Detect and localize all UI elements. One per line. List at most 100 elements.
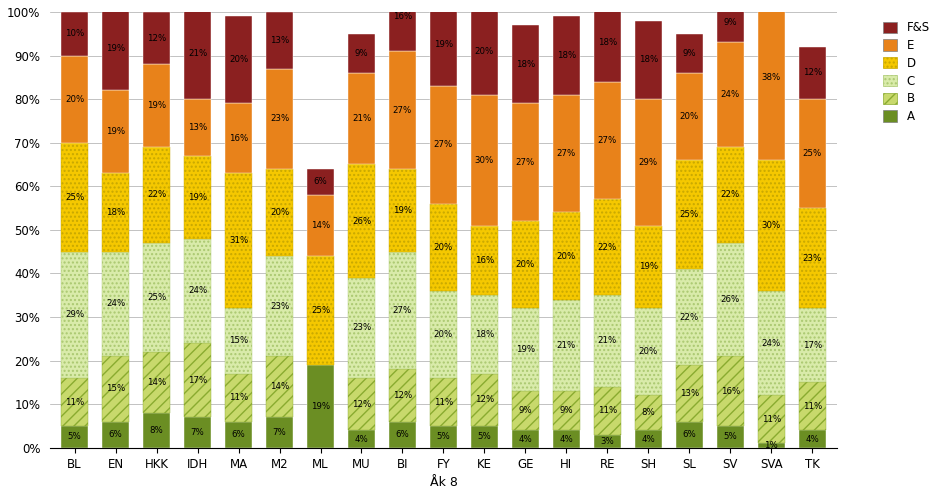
- Text: 27%: 27%: [393, 306, 412, 315]
- Bar: [717, 147, 744, 243]
- Bar: [225, 422, 252, 448]
- X-axis label: Åk 8: Åk 8: [430, 476, 457, 489]
- Text: 12%: 12%: [803, 68, 822, 77]
- Bar: [594, 387, 621, 434]
- Bar: [389, 169, 416, 251]
- Text: 4%: 4%: [805, 434, 819, 443]
- Bar: [553, 212, 580, 300]
- Bar: [61, 378, 87, 426]
- Bar: [430, 3, 456, 86]
- Bar: [635, 99, 662, 226]
- Text: 5%: 5%: [437, 433, 451, 441]
- Text: 11%: 11%: [598, 406, 617, 415]
- Bar: [184, 239, 211, 343]
- Text: 20%: 20%: [270, 208, 289, 217]
- Bar: [471, 7, 497, 95]
- Bar: [103, 356, 129, 422]
- Bar: [348, 378, 375, 431]
- Bar: [103, 173, 129, 251]
- Text: 19%: 19%: [639, 262, 658, 271]
- Bar: [389, 370, 416, 422]
- Bar: [553, 300, 580, 391]
- Text: 4%: 4%: [355, 434, 368, 443]
- Bar: [389, 0, 416, 51]
- Bar: [717, 3, 744, 43]
- Bar: [717, 43, 744, 147]
- Text: 18%: 18%: [106, 208, 126, 217]
- Text: 20%: 20%: [434, 243, 453, 252]
- Text: 18%: 18%: [598, 38, 617, 47]
- Text: 7%: 7%: [273, 428, 286, 437]
- Bar: [184, 156, 211, 239]
- Text: 12%: 12%: [147, 34, 166, 43]
- Bar: [144, 243, 170, 352]
- Text: 20%: 20%: [434, 330, 453, 339]
- Text: 21%: 21%: [556, 341, 576, 350]
- Text: 25%: 25%: [680, 210, 699, 219]
- Bar: [144, 64, 170, 147]
- Bar: [717, 243, 744, 356]
- Text: 20%: 20%: [680, 112, 699, 121]
- Text: 16%: 16%: [721, 386, 740, 396]
- Bar: [184, 7, 211, 99]
- Text: 11%: 11%: [762, 415, 781, 424]
- Text: 22%: 22%: [721, 190, 740, 199]
- Text: 23%: 23%: [270, 302, 289, 310]
- Text: 20%: 20%: [229, 56, 248, 64]
- Bar: [799, 431, 825, 448]
- Bar: [184, 99, 211, 156]
- Bar: [799, 309, 825, 382]
- Text: 20%: 20%: [475, 47, 495, 56]
- Bar: [389, 51, 416, 169]
- Bar: [676, 160, 703, 269]
- Text: 3%: 3%: [600, 437, 614, 446]
- Bar: [512, 25, 539, 104]
- Bar: [184, 417, 211, 448]
- Text: 21%: 21%: [188, 49, 207, 58]
- Bar: [266, 68, 293, 169]
- Text: 18%: 18%: [515, 60, 535, 69]
- Bar: [676, 422, 703, 448]
- Bar: [103, 422, 129, 448]
- Text: 20%: 20%: [515, 260, 535, 269]
- Bar: [594, 199, 621, 295]
- Text: 6%: 6%: [683, 430, 696, 439]
- Text: 27%: 27%: [434, 140, 453, 149]
- Text: 19%: 19%: [393, 206, 412, 215]
- Text: 27%: 27%: [556, 149, 576, 158]
- Text: 25%: 25%: [311, 306, 330, 315]
- Bar: [430, 204, 456, 291]
- Bar: [225, 373, 252, 422]
- Text: 9%: 9%: [355, 49, 368, 58]
- Bar: [758, 395, 785, 443]
- Bar: [553, 431, 580, 448]
- Text: 6%: 6%: [108, 430, 123, 439]
- Text: 19%: 19%: [107, 127, 126, 136]
- Bar: [512, 104, 539, 221]
- Bar: [144, 413, 170, 448]
- Text: 15%: 15%: [106, 384, 126, 393]
- Bar: [635, 431, 662, 448]
- Text: 17%: 17%: [803, 341, 822, 350]
- Bar: [717, 356, 744, 426]
- Text: 26%: 26%: [721, 295, 740, 304]
- Bar: [471, 426, 497, 448]
- Text: 25%: 25%: [147, 293, 166, 302]
- Text: 4%: 4%: [642, 434, 655, 443]
- Bar: [799, 47, 825, 99]
- Bar: [676, 365, 703, 422]
- Bar: [758, 443, 785, 448]
- Text: 9%: 9%: [683, 49, 696, 58]
- Bar: [348, 73, 375, 165]
- Bar: [266, 12, 293, 68]
- Bar: [512, 391, 539, 431]
- Bar: [348, 278, 375, 378]
- Bar: [799, 208, 825, 309]
- Bar: [144, 12, 170, 64]
- Text: 13%: 13%: [270, 36, 289, 45]
- Text: 12%: 12%: [393, 391, 412, 400]
- Text: 10%: 10%: [65, 29, 85, 38]
- Text: 16%: 16%: [393, 12, 412, 21]
- Bar: [676, 269, 703, 365]
- Text: 19%: 19%: [515, 345, 535, 354]
